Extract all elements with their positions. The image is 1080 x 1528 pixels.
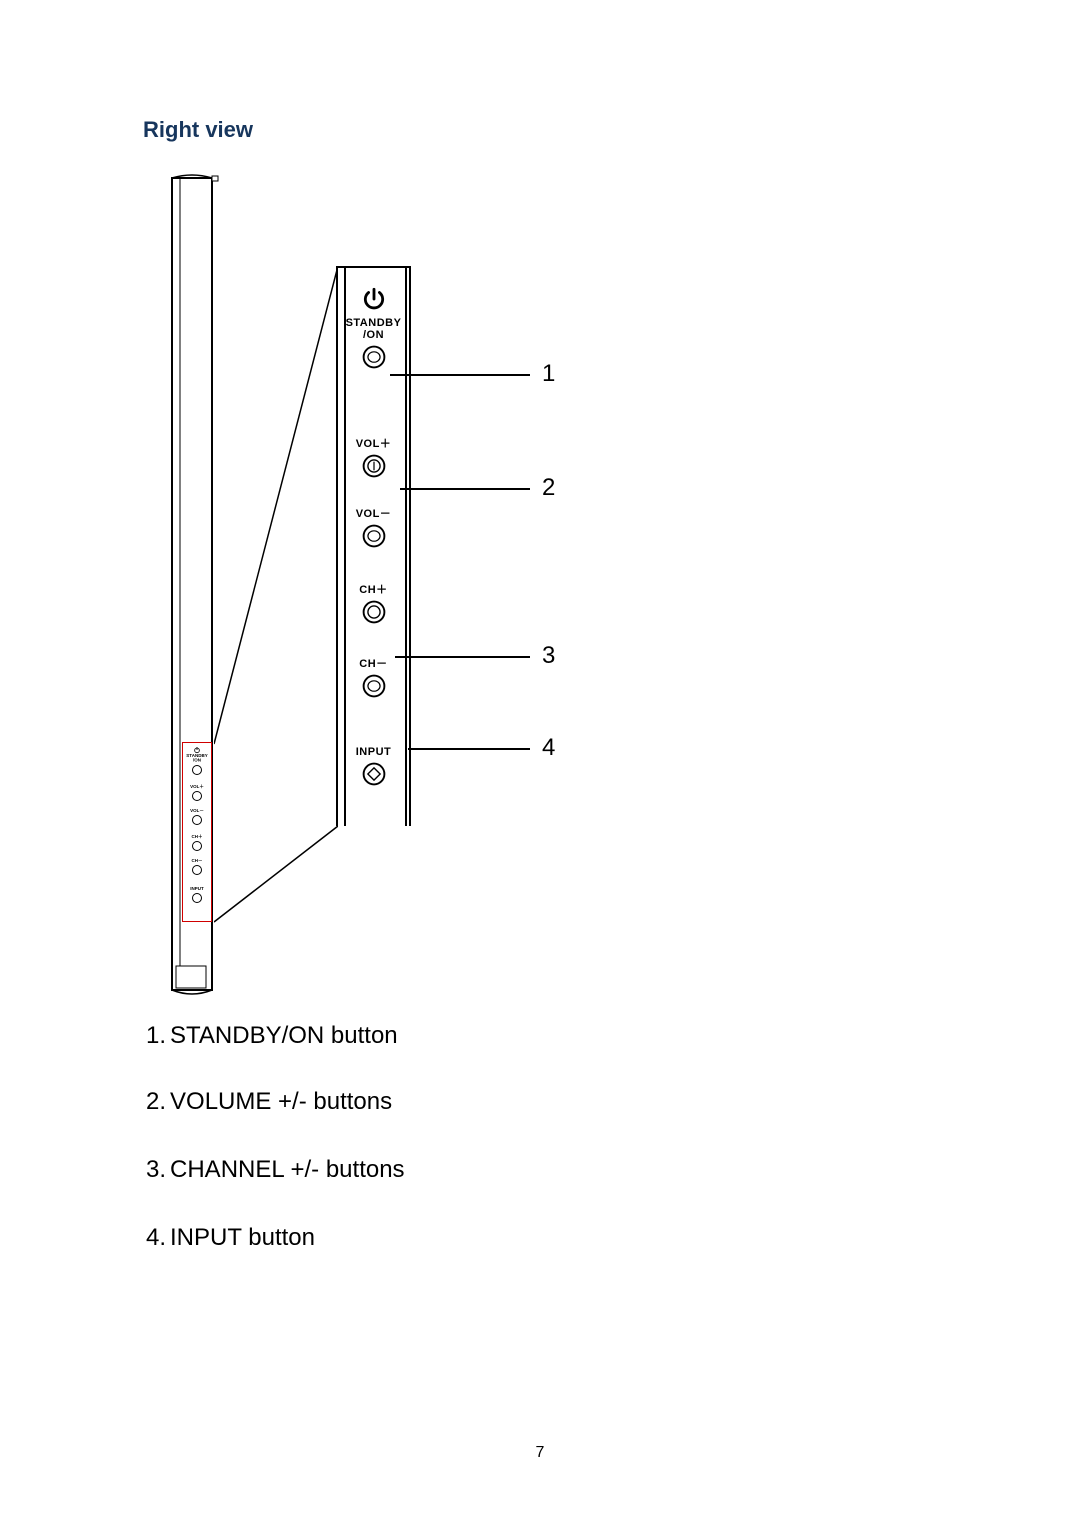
callout-3: 3 — [542, 642, 555, 670]
leader-2 — [400, 488, 530, 490]
mini-standby-label2: /ON — [193, 758, 201, 763]
legend-item-1: 1.STANDBY/ON button — [146, 1022, 398, 1050]
callout-2: 2 — [542, 474, 555, 502]
input-label: INPUT — [344, 746, 404, 758]
power-icon — [344, 286, 404, 317]
mini-vol-up: VOL＋ — [183, 785, 211, 801]
page-number: 7 — [536, 1444, 545, 1462]
volume-down-label: VOL－ — [344, 508, 404, 520]
legend-4-num: 4. — [146, 1224, 166, 1251]
volume-up-control: VOL＋ — [344, 438, 404, 479]
channel-down-label: CH－ — [344, 658, 404, 670]
mini-control-panel: STANDBY/ON VOL＋ VOL－ CH＋ CH－ INPUT — [182, 742, 212, 922]
callout-4: 4 — [542, 734, 555, 762]
magnifier-lines — [214, 266, 338, 926]
mini-ch-up: CH＋ — [183, 835, 211, 851]
standby-label-1: STANDBY — [346, 317, 402, 329]
zoom-control-panel: STANDBY/ON VOL＋ VOL－ CH＋ — [336, 266, 411, 826]
legend-4-text: INPUT button — [170, 1224, 315, 1251]
manual-page: Right view STANDBY/ON VOL＋ — [0, 0, 1080, 1528]
leader-1 — [390, 374, 530, 376]
mini-vol-down: VOL－ — [183, 809, 211, 825]
mini-ch-down-label: CH－ — [184, 859, 209, 864]
mini-ch-down: CH－ — [183, 859, 211, 875]
volume-down-button — [344, 523, 404, 549]
legend-2-text: VOLUME +/- buttons — [170, 1088, 392, 1115]
mini-vol-down-label: VOL－ — [184, 809, 209, 814]
legend-2-num: 2. — [146, 1088, 166, 1115]
mini-ch-up-label: CH＋ — [184, 835, 209, 840]
channel-down-button — [344, 673, 404, 699]
legend-item-2: 2.VOLUME +/- buttons — [146, 1088, 392, 1116]
standby-label-2: /ON — [363, 329, 384, 341]
mini-input: INPUT — [183, 887, 211, 903]
mini-vol-up-label: VOL＋ — [184, 785, 209, 790]
channel-up-control: CH＋ — [344, 584, 404, 625]
input-button — [344, 761, 404, 787]
legend-1-text: STANDBY/ON button — [170, 1022, 398, 1049]
mini-standby: STANDBY/ON — [183, 746, 211, 775]
channel-up-button — [344, 599, 404, 625]
legend-item-3: 3.CHANNEL +/- buttons — [146, 1156, 405, 1184]
leader-4 — [408, 748, 530, 750]
legend-item-4: 4.INPUT button — [146, 1224, 315, 1252]
legend-3-num: 3. — [146, 1156, 166, 1183]
leader-3 — [395, 656, 530, 658]
volume-down-control: VOL－ — [344, 508, 404, 549]
section-heading: Right view — [143, 117, 253, 143]
mini-input-label: INPUT — [184, 887, 209, 892]
legend-3-text: CHANNEL +/- buttons — [170, 1156, 405, 1183]
standby-on-control: STANDBY/ON — [344, 286, 404, 370]
volume-up-label: VOL＋ — [344, 438, 404, 450]
channel-down-control: CH－ — [344, 658, 404, 699]
standby-button — [344, 344, 404, 370]
volume-up-button — [344, 453, 404, 479]
legend-1-num: 1. — [146, 1022, 166, 1049]
input-control: INPUT — [344, 746, 404, 787]
callout-1: 1 — [542, 360, 555, 388]
channel-up-label: CH＋ — [344, 584, 404, 596]
